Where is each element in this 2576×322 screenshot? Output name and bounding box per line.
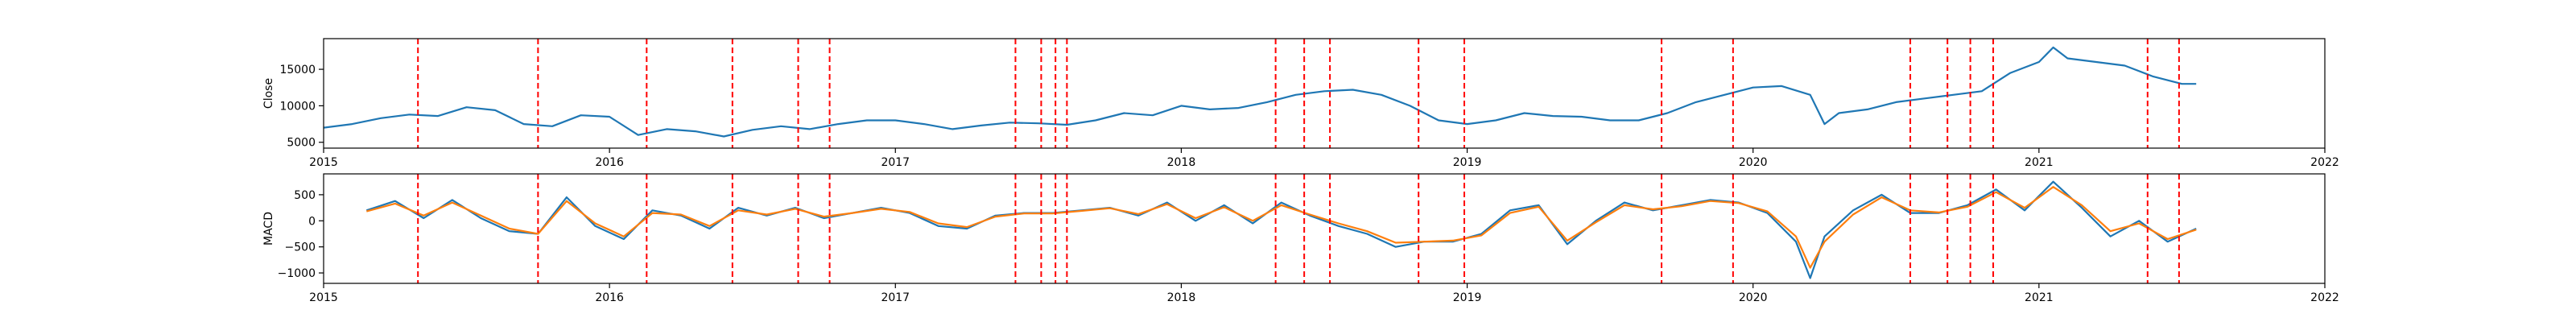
macd-x-tick-label: 2018 — [1167, 291, 1196, 304]
close-series-close — [324, 46, 2197, 138]
macd-x-tick-label: 2016 — [595, 291, 624, 304]
macd-x-tick-label: 2022 — [2310, 291, 2339, 304]
close-panel: 2015 2016 2017 2018 2019 2020 2021 2022 5000 1000… — [262, 38, 2339, 169]
macd-x-tick-label: 2021 — [2025, 291, 2054, 304]
macd-series-macd — [365, 180, 2197, 279]
close-x-tick-label: 2019 — [1453, 156, 1482, 169]
macd-x-tick-label: 2020 — [1739, 291, 1768, 304]
close-x-tick-label: 2016 — [595, 156, 624, 169]
close-x-tick-label: 2017 — [881, 156, 910, 169]
close-y-tick-label: 5000 — [287, 137, 316, 150]
macd-y-tick-label: −500 — [285, 242, 316, 254]
macd-axes-frame — [323, 173, 2326, 284]
macd-y-axis-label: MACD — [262, 212, 275, 246]
close-x-tick-label: 2020 — [1739, 156, 1768, 169]
close-x-tick-label: 2021 — [2025, 156, 2054, 169]
close-x-tick-label: 2018 — [1167, 156, 1196, 169]
macd-x-tick-label: 2015 — [309, 291, 338, 304]
close-x-tick-label: 2015 — [309, 156, 338, 169]
macd-y-tick-label: −1000 — [278, 267, 316, 280]
macd-series-signal — [366, 186, 2197, 269]
macd-x-tick-label: 2017 — [881, 291, 910, 304]
close-y-axis-label: Close — [262, 78, 275, 109]
close-y-tick-label: 10000 — [279, 100, 316, 113]
macd-y-tick-label: 500 — [294, 189, 316, 202]
close-x-tick-label: 2022 — [2310, 156, 2339, 169]
macd-y-tick-label: 0 — [308, 215, 316, 228]
close-y-tick-label: 15000 — [279, 64, 316, 76]
close-axes-frame — [323, 38, 2326, 149]
macd-x-tick-label: 2019 — [1453, 291, 1482, 304]
macd-panel: 2015 2016 2017 2018 2019 2020 2021 2022 −1000 −50… — [262, 173, 2339, 304]
